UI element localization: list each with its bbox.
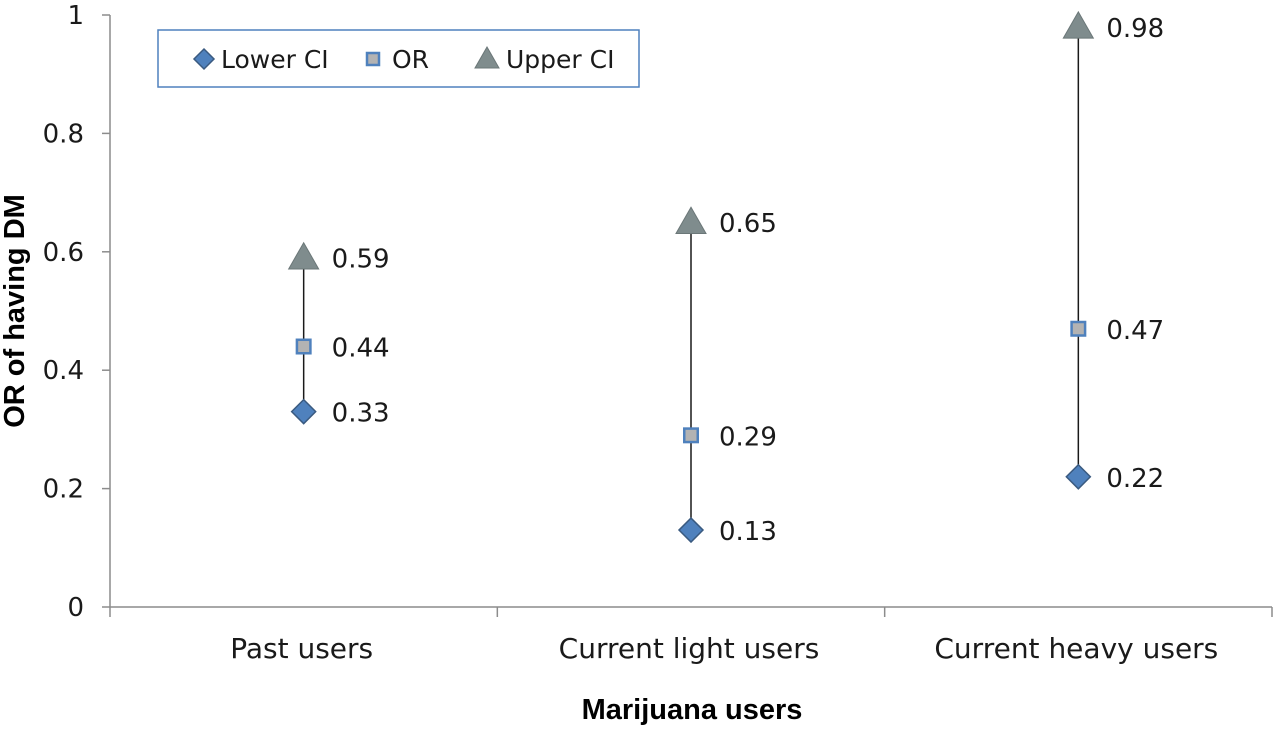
- y-tick-label: 0.4: [43, 356, 84, 386]
- legend-box: [157, 29, 640, 88]
- data-point-triangle: [287, 241, 320, 270]
- data-label: 0.65: [719, 209, 777, 239]
- legend-label: Lower CI: [221, 45, 329, 74]
- x-axis-title: Marijuana users: [582, 694, 803, 726]
- data-point-diamond: [290, 398, 317, 425]
- data-label: 0.22: [1106, 464, 1164, 494]
- x-tick-label: Past users: [230, 632, 373, 665]
- markers: [287, 10, 1095, 544]
- data-label: 0.33: [332, 399, 390, 429]
- data-point-triangle: [675, 206, 707, 234]
- data-label: 0.13: [719, 517, 777, 547]
- data-point-square: [295, 338, 312, 355]
- data-label: 0.44: [332, 334, 390, 364]
- y-axis-title: OR of having DM: [0, 194, 31, 428]
- data-point-triangle: [1062, 10, 1095, 39]
- legend-label: Upper CI: [506, 45, 614, 74]
- legend-marker-square: [365, 51, 381, 67]
- legend-marker-diamond: [192, 47, 216, 71]
- y-tick-label: 1: [67, 1, 84, 31]
- range-lines: [302, 26, 1080, 531]
- legend: Lower CI OR Upper CI: [157, 29, 640, 88]
- y-tick-label: 0.2: [43, 475, 84, 505]
- data-label: 0.47: [1106, 316, 1164, 346]
- data-point-diamond: [1065, 463, 1092, 490]
- legend-marker-triangle: [474, 45, 500, 69]
- data-point-square: [1070, 320, 1087, 337]
- x-tick-label: Current heavy users: [934, 632, 1218, 665]
- y-tick-label: 0.6: [43, 238, 84, 268]
- data-label: 0.59: [332, 245, 390, 275]
- y-tick-label: 0: [67, 593, 84, 623]
- data-labels: 0.33 0.13 0.22 0.44 0.29 0.47 0.59 0.65 0.98: [332, 14, 1165, 547]
- x-tick-label: Current light users: [559, 632, 820, 665]
- data-point-diamond: [677, 516, 705, 544]
- y-tick-label: 0.8: [43, 119, 84, 149]
- data-label: 0.29: [719, 422, 777, 452]
- axes: 0 0.2 0.4 0.6 0.8 1 Past users Current light us…: [43, 1, 1273, 665]
- legend-label: OR: [392, 45, 429, 74]
- data-point-square: [683, 427, 699, 444]
- data-label: 0.98: [1106, 14, 1164, 44]
